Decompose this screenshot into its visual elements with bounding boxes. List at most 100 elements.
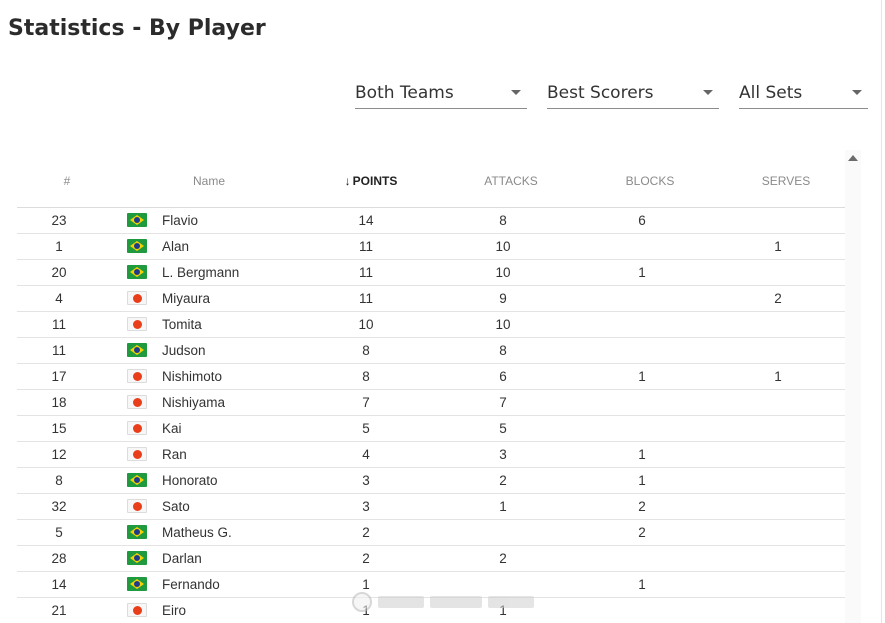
blocks-value: 1	[638, 369, 646, 384]
brazil-flag-icon	[127, 265, 147, 279]
metric-filter-value: Best Scorers	[547, 83, 654, 103]
table-row[interactable]: 23 Flavio 14 8 6	[17, 208, 845, 234]
column-header-attacks[interactable]: ATTACKS	[484, 174, 538, 188]
player-name[interactable]: Tomita	[162, 317, 202, 332]
player-number: 17	[51, 369, 67, 384]
player-number: 23	[51, 213, 67, 228]
player-name[interactable]: Sato	[162, 499, 190, 514]
player-number: 11	[51, 317, 66, 332]
table-row[interactable]: 11 Judson 8 8	[17, 338, 845, 364]
points-value: 10	[358, 317, 374, 332]
player-number: 1	[55, 239, 63, 254]
attacks-value: 6	[499, 369, 507, 384]
player-name[interactable]: Honorato	[162, 473, 218, 488]
points-value: 2	[362, 551, 370, 566]
table-row[interactable]: 20 L. Bergmann 11 10 1	[17, 260, 845, 286]
column-header-blocks[interactable]: BLOCKS	[625, 174, 675, 188]
table-row[interactable]: 28 Darlan 2 2	[17, 546, 845, 572]
attacks-value: 2	[499, 551, 507, 566]
table-row[interactable]: 17 Nishimoto 8 6 1 1	[17, 364, 845, 390]
table-row[interactable]: 18 Nishiyama 7 7	[17, 390, 845, 416]
player-name[interactable]: Nishiyama	[162, 395, 226, 410]
japan-flag-icon	[127, 291, 147, 305]
table-row[interactable]: 32 Sato 3 1 2	[17, 494, 845, 520]
player-name[interactable]: Judson	[162, 343, 206, 358]
watermark-text-mark	[378, 596, 424, 608]
points-value: 2	[362, 525, 370, 540]
column-header-points-label: POINTS	[352, 174, 398, 188]
caret-down-icon	[703, 90, 713, 95]
brazil-flag-icon	[127, 343, 147, 357]
player-number: 4	[55, 291, 63, 306]
table-row[interactable]: 8 Honorato 3 2 1	[17, 468, 845, 494]
attacks-value: 7	[499, 395, 507, 410]
attacks-value: 9	[499, 291, 507, 306]
sort-descending-icon: ↓	[344, 174, 351, 188]
page-title: Statistics - By Player	[8, 16, 266, 41]
player-name[interactable]: Alan	[162, 239, 190, 254]
player-name[interactable]: Kai	[162, 421, 182, 436]
column-header-number[interactable]: #	[63, 174, 71, 188]
points-value: 3	[362, 473, 370, 488]
blocks-value: 1	[638, 473, 646, 488]
brazil-flag-icon	[127, 239, 147, 253]
player-name[interactable]: Flavio	[162, 213, 199, 228]
team-filter-select[interactable]: Both Teams	[355, 78, 527, 109]
attacks-value: 10	[495, 239, 511, 254]
attacks-value: 10	[495, 317, 511, 332]
attacks-value: 1	[499, 499, 507, 514]
points-value: 8	[362, 369, 370, 384]
player-number: 14	[51, 577, 67, 592]
player-name[interactable]: Fernando	[162, 577, 220, 592]
table-row[interactable]: 11 Tomita 10 10	[17, 312, 845, 338]
player-name[interactable]: Eiro	[162, 603, 187, 618]
serves-value: 1	[774, 239, 782, 254]
watermark-overlay	[352, 591, 534, 613]
points-value: 14	[358, 213, 374, 228]
points-value: 3	[362, 499, 370, 514]
points-value: 7	[362, 395, 370, 410]
player-name[interactable]: Nishimoto	[162, 369, 223, 384]
player-stats-table: # Name ↓ POINTS ATTACKS BLOCKS SERVES 23 F…	[17, 152, 845, 623]
japan-flag-icon	[127, 421, 147, 435]
column-header-name[interactable]: Name	[167, 174, 251, 188]
blocks-value: 2	[638, 525, 646, 540]
player-number: 18	[51, 395, 67, 410]
table-row[interactable]: 15 Kai 5 5	[17, 416, 845, 442]
blocks-value: 1	[638, 577, 646, 592]
sets-filter-select[interactable]: All Sets	[739, 78, 868, 109]
japan-flag-icon	[127, 317, 147, 331]
player-number: 5	[55, 525, 63, 540]
player-name[interactable]: Ran	[162, 447, 187, 462]
player-name[interactable]: Miyaura	[162, 291, 211, 306]
brazil-flag-icon	[127, 551, 147, 565]
caret-down-icon	[852, 90, 862, 95]
watermark-text-mark	[430, 596, 482, 608]
japan-flag-icon	[127, 603, 147, 617]
blocks-value: 2	[638, 499, 646, 514]
blocks-value: 6	[638, 213, 646, 228]
metric-filter-select[interactable]: Best Scorers	[547, 78, 719, 109]
player-number: 12	[51, 447, 67, 462]
player-name[interactable]: Darlan	[162, 551, 202, 566]
brazil-flag-icon	[127, 525, 147, 539]
brazil-flag-icon	[127, 213, 147, 227]
table-row[interactable]: 12 Ran 4 3 1	[17, 442, 845, 468]
blocks-value: 1	[638, 265, 646, 280]
player-name[interactable]: Matheus G.	[162, 525, 232, 540]
serves-value: 2	[774, 291, 782, 306]
blocks-value: 1	[638, 447, 646, 462]
table-scrollbar[interactable]	[845, 150, 861, 623]
points-value: 5	[362, 421, 370, 436]
table-row[interactable]: 1 Alan 11 10 1	[17, 234, 845, 260]
player-number: 21	[51, 603, 67, 618]
player-number: 11	[51, 343, 66, 358]
column-header-serves[interactable]: SERVES	[761, 174, 811, 188]
column-header-points[interactable]: ↓ POINTS	[323, 174, 419, 188]
table-row[interactable]: 4 Miyaura 11 9 2	[17, 286, 845, 312]
scroll-up-arrow-icon[interactable]	[848, 155, 858, 161]
table-row[interactable]: 5 Matheus G. 2 2	[17, 520, 845, 546]
player-name[interactable]: L. Bergmann	[162, 265, 240, 280]
watermark-logo-icon	[352, 592, 372, 612]
japan-flag-icon	[127, 499, 147, 513]
